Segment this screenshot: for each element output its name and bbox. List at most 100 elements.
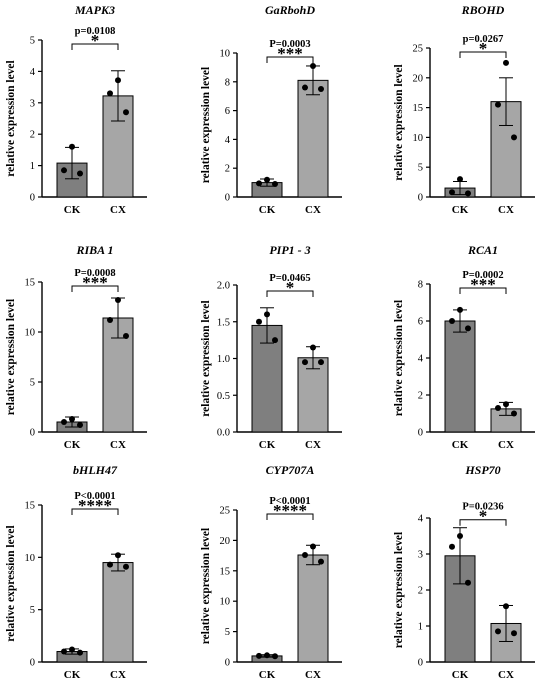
y-tick-label: 15 bbox=[413, 103, 424, 114]
data-point bbox=[465, 579, 471, 586]
p-value-label: p=0.0108 bbox=[75, 26, 116, 37]
y-tick-label: 0 bbox=[418, 193, 423, 204]
y-tick-label: 0 bbox=[30, 428, 35, 439]
y-tick-label: 20 bbox=[413, 73, 424, 84]
data-point bbox=[272, 181, 278, 188]
data-point bbox=[77, 170, 83, 177]
significance-bracket bbox=[71, 285, 119, 292]
data-point bbox=[310, 344, 316, 351]
data-point bbox=[61, 167, 67, 174]
chart-title: bHLH47 bbox=[73, 463, 118, 477]
data-point bbox=[69, 416, 75, 422]
significance-bracket bbox=[266, 513, 314, 520]
y-tick-label: 6 bbox=[418, 317, 423, 328]
chart-panel-8: CYP707A relative expression level 0 5 10 15 20… bbox=[200, 463, 342, 681]
y-tick-label: 2 bbox=[418, 391, 423, 402]
data-point bbox=[495, 628, 501, 635]
data-point bbox=[511, 134, 517, 141]
p-value-label: P<0.0001 bbox=[74, 491, 115, 502]
data-point bbox=[77, 422, 83, 428]
data-point bbox=[465, 190, 471, 197]
data-point bbox=[511, 410, 517, 417]
data-point bbox=[318, 558, 324, 565]
significance-stars: *** bbox=[470, 275, 496, 294]
y-tick-label: 0 bbox=[225, 658, 230, 669]
y-tick-label: 0.0 bbox=[217, 428, 230, 439]
y-tick-label: 0 bbox=[30, 658, 35, 669]
data-point bbox=[69, 646, 75, 653]
data-point bbox=[107, 90, 113, 97]
data-point bbox=[107, 317, 113, 323]
y-tick-label: 4 bbox=[225, 135, 231, 146]
significance-stars: *** bbox=[277, 44, 303, 63]
y-axis-label: relative expression level bbox=[200, 67, 212, 183]
chart-panel-9: HSP70 relative expression level 0 1 2 3 4 CK CX *… bbox=[393, 463, 535, 681]
data-point bbox=[61, 648, 67, 655]
data-point bbox=[264, 652, 270, 659]
significance-bracket bbox=[71, 508, 119, 515]
y-tick-label: 10 bbox=[413, 133, 424, 144]
y-tick-label: 3 bbox=[30, 98, 35, 109]
data-point bbox=[449, 189, 455, 196]
data-point bbox=[318, 86, 324, 92]
y-tick-label: 10 bbox=[220, 597, 231, 608]
y-tick-label: 1 bbox=[30, 161, 35, 172]
data-point bbox=[449, 543, 455, 550]
y-tick-label: 25 bbox=[413, 44, 424, 55]
x-tick-label: CX bbox=[110, 204, 126, 216]
significance-bracket bbox=[71, 43, 119, 50]
data-point bbox=[115, 77, 121, 84]
x-tick-label: CX bbox=[498, 669, 514, 681]
y-tick-label: 2.0 bbox=[217, 281, 230, 292]
p-value-label: P=0.0008 bbox=[74, 268, 115, 279]
p-value-label: P<0.0001 bbox=[269, 496, 310, 507]
y-tick-label: 1.5 bbox=[217, 317, 230, 328]
y-tick-label: 10 bbox=[220, 49, 231, 60]
data-point bbox=[503, 401, 509, 408]
x-tick-label: CK bbox=[452, 439, 469, 451]
y-tick-label: 5 bbox=[30, 378, 35, 389]
x-tick-label: CX bbox=[305, 204, 321, 216]
y-tick-label: 5 bbox=[30, 605, 35, 616]
x-tick-label: CX bbox=[305, 439, 321, 451]
y-tick-label: 1.0 bbox=[217, 354, 230, 365]
y-tick-label: 10 bbox=[25, 553, 36, 564]
y-tick-label: 5 bbox=[418, 163, 423, 174]
chart-panel-7: bHLH47 relative expression level 0 5 10 15 CK C… bbox=[5, 463, 147, 681]
data-point bbox=[302, 359, 308, 366]
data-point bbox=[115, 552, 121, 559]
data-point bbox=[511, 630, 517, 637]
p-value-label: P=0.0003 bbox=[269, 39, 310, 50]
data-point bbox=[123, 333, 129, 339]
significance-stars: * bbox=[479, 507, 488, 526]
y-axis-label: relative expression level bbox=[200, 300, 212, 416]
significance-bracket bbox=[459, 519, 507, 526]
chart-panel-6: RCA1 relative expression level 0 2 4 6 8 CK CX **… bbox=[393, 243, 535, 451]
significance-stars: * bbox=[91, 31, 100, 50]
y-axis-label: relative expression level bbox=[5, 525, 17, 641]
y-tick-label: 10 bbox=[25, 328, 36, 339]
data-point bbox=[457, 176, 463, 183]
data-point bbox=[123, 563, 129, 570]
bar-ck bbox=[444, 320, 476, 433]
y-tick-label: 15 bbox=[25, 501, 36, 512]
chart-title: MAPK3 bbox=[74, 3, 115, 17]
data-point bbox=[310, 543, 316, 550]
y-tick-label: 8 bbox=[418, 280, 423, 291]
significance-bracket bbox=[459, 287, 507, 294]
chart-title: RIBA 1 bbox=[75, 243, 113, 257]
x-tick-label: CK bbox=[452, 669, 469, 681]
y-tick-label: 0 bbox=[418, 428, 423, 439]
data-point bbox=[449, 318, 455, 324]
x-tick-label: CX bbox=[110, 439, 126, 451]
x-tick-label: CX bbox=[498, 439, 514, 451]
x-tick-label: CX bbox=[110, 669, 126, 681]
y-tick-label: 25 bbox=[220, 506, 231, 517]
y-tick-label: 2 bbox=[418, 586, 423, 597]
chart-title: RCA1 bbox=[467, 243, 498, 257]
chart-title: GaRbohD bbox=[265, 3, 315, 17]
significance-bracket bbox=[266, 290, 314, 297]
data-point bbox=[107, 561, 113, 568]
significance-stars: *** bbox=[82, 273, 108, 292]
